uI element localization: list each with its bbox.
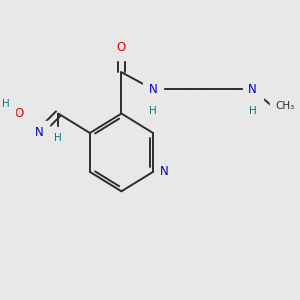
Text: N: N xyxy=(149,83,158,96)
Text: H: H xyxy=(249,106,256,116)
Text: O: O xyxy=(117,41,126,55)
Text: O: O xyxy=(15,107,24,120)
Text: CH₃: CH₃ xyxy=(276,101,295,111)
Text: N: N xyxy=(34,127,43,140)
Text: N: N xyxy=(160,165,169,178)
Text: H: H xyxy=(54,133,62,143)
Text: H: H xyxy=(149,106,157,116)
Text: H: H xyxy=(2,99,10,109)
Text: N: N xyxy=(248,83,257,96)
